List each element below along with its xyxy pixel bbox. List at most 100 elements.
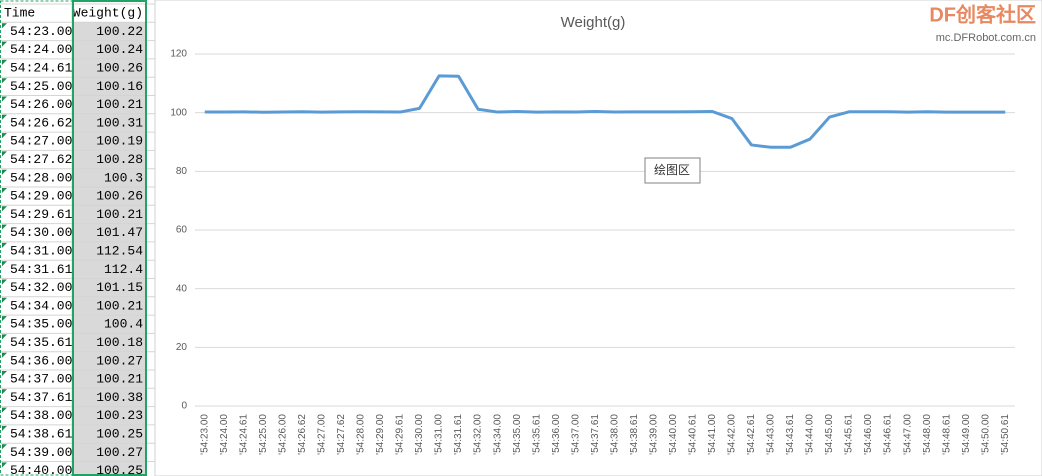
selection-border [72, 0, 147, 476]
cell-marker [2, 352, 7, 358]
time-cell: 54:27.00 [10, 134, 72, 149]
watermark-url: mc.DFRobot.com.cn [936, 32, 1036, 44]
time-cell: 54:40.00 [10, 463, 72, 476]
weight-cell: 101.15 [96, 280, 143, 295]
weight-cell: 100.21 [96, 97, 143, 112]
cell-marker [2, 279, 7, 285]
weight-cell: 100.21 [96, 207, 143, 222]
weight-cell: 100.27 [96, 445, 143, 460]
x-tick-label: '54:38.00 [609, 414, 620, 455]
x-tick-label: '54:31.61 [453, 414, 464, 455]
cell-marker [2, 114, 7, 120]
x-tick-label: '54:37.00 [570, 414, 581, 455]
cell-marker [2, 41, 7, 47]
weight-cell: 100.3 [104, 170, 143, 185]
watermark-logo: DF创客社区 [929, 2, 1036, 26]
x-tick-label: '54:47.00 [902, 414, 913, 455]
time-cell: 54:31.61 [10, 262, 73, 277]
x-tick-label: '54:37.61 [590, 414, 601, 455]
x-tick-label: '54:41.00 [707, 414, 718, 455]
weight-cell: 100.26 [96, 189, 143, 204]
time-cell: 54:24.61 [10, 60, 73, 75]
x-tick-label: '54:24.00 [219, 414, 230, 455]
x-tick-label: '54:43.00 [766, 414, 777, 455]
x-tick-label: '54:42.61 [746, 414, 757, 455]
x-tick-label: '54:50.61 [1000, 414, 1011, 455]
x-tick-label: '54:36.00 [551, 414, 562, 455]
chart-area[interactable] [154, 0, 1042, 476]
time-cell: 54:38.00 [10, 408, 72, 423]
weight-cell: 100.21 [96, 298, 143, 313]
cell-marker [2, 133, 7, 139]
cell-marker [2, 462, 7, 468]
cell-marker [2, 206, 7, 212]
weight-cell: 100.16 [96, 79, 143, 94]
cell-marker [2, 59, 7, 65]
time-cell: 54:26.62 [10, 115, 72, 130]
x-tick-label: '54:43.61 [785, 414, 796, 455]
weight-cell: 100.19 [96, 134, 143, 149]
cell-marker [2, 188, 7, 193]
x-tick-label: '54:44.00 [805, 414, 816, 455]
weight-cell: 112.54 [96, 243, 143, 258]
time-cell: 54:25.00 [10, 79, 72, 94]
time-cell: 54:27.62 [10, 152, 72, 167]
cell-marker [2, 242, 7, 248]
sheet: Time Weight(g)54:23.00 100.22 54:24.00 100.2… [0, 0, 155, 476]
tooltip: 绘图区 [654, 162, 690, 177]
time-cell: 54:34.00 [10, 298, 72, 313]
time-cell: 54:31.00 [10, 243, 72, 258]
time-cell: 54:36.00 [10, 353, 72, 368]
time-cell: 54:35.61 [10, 335, 73, 350]
x-tick-label: '54:26.00 [277, 414, 288, 455]
x-tick-label: '54:46.00 [863, 414, 874, 455]
x-tick-label: '54:28.00 [356, 414, 367, 455]
chart-title: Weight(g) [561, 14, 626, 31]
x-tick-label: '54:38.61 [629, 414, 640, 455]
cell-marker [2, 96, 7, 102]
weight-cell: 100.24 [96, 42, 143, 57]
cell-marker [2, 389, 7, 395]
x-tick-label: '54:48.00 [922, 414, 933, 455]
x-tick-label: '54:39.00 [648, 414, 659, 455]
time-cell: 54:30.00 [10, 225, 72, 240]
time-cell: 54:23.00 [10, 24, 72, 39]
weight-cell: 100.4 [104, 317, 143, 332]
y-tick-label: 100 [170, 107, 187, 118]
time-cell: 54:29.00 [10, 189, 72, 204]
series-line [204, 74, 1006, 149]
x-tick-label: '54:40.00 [668, 414, 679, 455]
x-tick-label: '54:27.62 [336, 414, 347, 455]
x-tick-label: '54:46.61 [883, 414, 894, 455]
y-tick-label: 40 [176, 283, 188, 294]
y-tick-label: 0 [181, 401, 187, 412]
cell-marker [2, 444, 7, 450]
weight-cell: 112.4 [104, 262, 143, 277]
x-tick-label: '54:31.00 [434, 414, 445, 455]
weight-cell: 100.27 [96, 353, 143, 368]
time-cell: 54:38.61 [10, 426, 73, 441]
header-cell: Time [4, 6, 35, 21]
cell-marker [2, 169, 7, 175]
weight-cell: 100.18 [96, 335, 143, 350]
y-tick-label: 20 [176, 342, 188, 353]
cell-marker [2, 23, 7, 29]
cell-marker [2, 297, 7, 303]
x-tick-label: '54:48.61 [941, 414, 952, 455]
time-cell: 54:26.00 [10, 97, 72, 112]
x-tick-label: '54:49.00 [961, 414, 972, 455]
cell-marker [2, 371, 7, 376]
y-tick-label: 120 [170, 49, 187, 60]
x-tick-label: '54:29.00 [375, 414, 386, 455]
x-tick-label: '54:45.61 [844, 414, 855, 455]
x-tick-label: '54:25.00 [258, 414, 269, 455]
y-tick-label: 60 [176, 225, 188, 236]
weight-cell: 100.21 [96, 372, 143, 387]
x-tick-label: '54:24.61 [238, 414, 249, 455]
x-tick-label: '54:26.62 [297, 414, 308, 455]
time-cell: 54:28.00 [10, 170, 72, 185]
time-cell: 54:37.00 [10, 372, 72, 387]
weight-cell: 100.26 [96, 60, 143, 75]
x-tick-label: '54:35.00 [512, 414, 523, 455]
cell-marker [2, 407, 7, 413]
